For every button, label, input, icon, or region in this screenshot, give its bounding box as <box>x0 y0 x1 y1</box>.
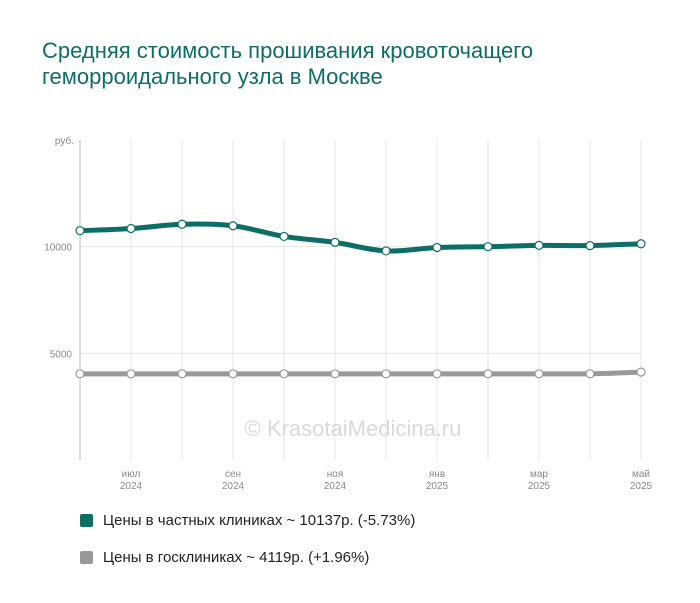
legend-item-private[interactable]: Цены в частных клиниках ~ 10137р. (-5.73… <box>80 510 415 530</box>
x-tick-label-year: 2024 <box>120 481 143 492</box>
legend-label-public: Цены в госклиниках ~ 4119р. (+1.96%) <box>103 548 370 566</box>
data-point-private <box>177 219 187 229</box>
series-layer <box>75 219 646 379</box>
data-point-public <box>534 369 544 379</box>
x-tick-label-month: янв <box>429 469 445 480</box>
chart-title: Средняя стоимость прошивания кровоточаще… <box>42 38 534 89</box>
x-tick-label-year: 2024 <box>222 481 245 492</box>
x-tick-label-month: май <box>632 469 650 480</box>
data-point-public <box>279 369 289 379</box>
legend: Цены в частных клиниках ~ 10137р. (-5.73… <box>80 510 415 584</box>
data-point-private <box>585 241 595 251</box>
data-point-public <box>585 369 595 379</box>
data-point-public <box>483 369 493 379</box>
data-point-public <box>432 369 442 379</box>
watermark: © KrasotaiMedicina.ru <box>245 416 462 441</box>
x-tick-label-year: 2024 <box>324 481 347 492</box>
data-point-private <box>279 231 289 242</box>
data-point-private <box>381 246 391 256</box>
x-tick-label-month: июл <box>122 469 141 480</box>
legend-swatch-private <box>80 513 93 527</box>
x-tick-label-year: 2025 <box>426 481 449 492</box>
data-point-private <box>75 226 85 236</box>
data-point-private <box>432 242 442 253</box>
data-point-public <box>381 369 391 379</box>
y-tick-label: 5000 <box>50 349 73 360</box>
legend-label-private: Цены в частных клиниках ~ 10137р. (-5.73… <box>103 511 416 529</box>
data-point-public <box>228 369 238 379</box>
legend-swatch-public <box>80 550 93 564</box>
grid-layer <box>80 140 642 460</box>
data-point-public <box>177 369 187 379</box>
axis-layer: руб.100005000июл2024сен2024ноя2024янв202… <box>44 135 652 492</box>
series-line-public <box>77 369 644 377</box>
y-axis-label: руб. <box>55 135 74 147</box>
data-point-public <box>126 369 136 379</box>
data-point-private <box>126 223 136 234</box>
data-point-private <box>330 237 340 247</box>
data-point-private <box>534 240 544 250</box>
x-tick-label-year: 2025 <box>630 481 653 492</box>
data-point-private <box>636 239 646 249</box>
data-point-public <box>636 367 646 377</box>
data-point-public <box>75 369 85 379</box>
data-point-public <box>330 369 340 379</box>
x-tick-label-month: сен <box>225 469 241 480</box>
data-point-private <box>483 242 493 252</box>
x-tick-label-year: 2025 <box>528 481 551 492</box>
legend-item-public[interactable]: Цены в госклиниках ~ 4119р. (+1.96%) <box>80 547 415 567</box>
x-tick-label-month: ноя <box>327 469 344 480</box>
data-point-private <box>228 221 238 231</box>
y-tick-label: 10000 <box>44 243 72 254</box>
x-tick-label-month: мар <box>530 469 548 480</box>
